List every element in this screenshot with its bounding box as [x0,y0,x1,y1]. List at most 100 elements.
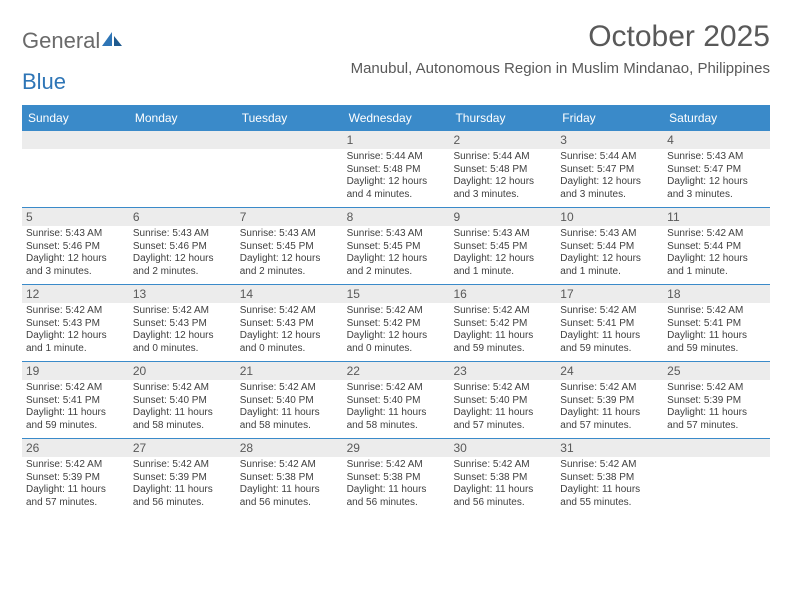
daylight-text: Daylight: 12 hours [240,253,339,266]
location-text: Manubul, Autonomous Region in Muslim Min… [351,60,770,77]
day-cell [129,131,236,207]
daylight-text: and 57 minutes. [667,420,766,433]
sunset-text: Sunset: 5:42 PM [453,318,552,331]
sunset-text: Sunset: 5:48 PM [453,164,552,177]
daylight-text: and 56 minutes. [453,497,552,510]
day-number: 30 [449,439,556,457]
brand-part2: Blue [22,69,66,95]
sunrise-text: Sunrise: 5:42 AM [453,305,552,318]
sunset-text: Sunset: 5:40 PM [347,395,446,408]
daylight-text: and 0 minutes. [240,343,339,356]
sunset-text: Sunset: 5:48 PM [347,164,446,177]
day-cell: 10Sunrise: 5:43 AMSunset: 5:44 PMDayligh… [556,208,663,284]
daylight-text: Daylight: 12 hours [667,176,766,189]
daylight-text: and 0 minutes. [133,343,232,356]
daylight-text: Daylight: 11 hours [26,407,125,420]
week-row: 1Sunrise: 5:44 AMSunset: 5:48 PMDaylight… [22,131,770,207]
sunrise-text: Sunrise: 5:42 AM [26,382,125,395]
day-cell: 24Sunrise: 5:42 AMSunset: 5:39 PMDayligh… [556,362,663,438]
daylight-text: Daylight: 11 hours [453,330,552,343]
sunset-text: Sunset: 5:45 PM [453,241,552,254]
brand-part1: General [22,28,100,54]
day-number: 25 [663,362,770,380]
day-number: 27 [129,439,236,457]
daylight-text: and 55 minutes. [560,497,659,510]
daylight-text: and 2 minutes. [133,266,232,279]
sunset-text: Sunset: 5:46 PM [26,241,125,254]
sunrise-text: Sunrise: 5:42 AM [667,228,766,241]
sunrise-text: Sunrise: 5:43 AM [453,228,552,241]
day-number: 4 [663,131,770,149]
day-number: 7 [236,208,343,226]
sunset-text: Sunset: 5:44 PM [667,241,766,254]
daylight-text: Daylight: 12 hours [453,253,552,266]
daylight-text: and 59 minutes. [453,343,552,356]
day-cell: 22Sunrise: 5:42 AMSunset: 5:40 PMDayligh… [343,362,450,438]
day-number: 16 [449,285,556,303]
sunrise-text: Sunrise: 5:42 AM [347,382,446,395]
daylight-text: Daylight: 11 hours [240,484,339,497]
day-cell: 29Sunrise: 5:42 AMSunset: 5:38 PMDayligh… [343,439,450,515]
sunrise-text: Sunrise: 5:42 AM [667,382,766,395]
daylight-text: Daylight: 12 hours [26,253,125,266]
day-number: 26 [22,439,129,457]
sunrise-text: Sunrise: 5:42 AM [347,459,446,472]
day-cell: 7Sunrise: 5:43 AMSunset: 5:45 PMDaylight… [236,208,343,284]
daylight-text: Daylight: 12 hours [347,176,446,189]
day-cell [663,439,770,515]
weekday-header: Friday [556,105,663,131]
daylight-text: Daylight: 11 hours [560,330,659,343]
daylight-text: and 2 minutes. [240,266,339,279]
calendar-grid: Sunday Monday Tuesday Wednesday Thursday… [22,105,770,515]
sunset-text: Sunset: 5:38 PM [240,472,339,485]
daylight-text: Daylight: 12 hours [133,330,232,343]
sunrise-text: Sunrise: 5:43 AM [347,228,446,241]
daylight-text: Daylight: 11 hours [26,484,125,497]
daylight-text: and 1 minute. [26,343,125,356]
title-block: October 2025 Manubul, Autonomous Region … [351,20,770,77]
sunset-text: Sunset: 5:47 PM [560,164,659,177]
day-number: 17 [556,285,663,303]
weekday-header: Saturday [663,105,770,131]
sunrise-text: Sunrise: 5:43 AM [667,151,766,164]
daylight-text: Daylight: 11 hours [347,484,446,497]
sunrise-text: Sunrise: 5:42 AM [560,459,659,472]
daylight-text: Daylight: 11 hours [453,407,552,420]
day-cell: 9Sunrise: 5:43 AMSunset: 5:45 PMDaylight… [449,208,556,284]
daylight-text: and 57 minutes. [26,497,125,510]
day-number: 24 [556,362,663,380]
day-cell: 31Sunrise: 5:42 AMSunset: 5:38 PMDayligh… [556,439,663,515]
sunrise-text: Sunrise: 5:43 AM [26,228,125,241]
weekday-header: Wednesday [343,105,450,131]
day-cell: 19Sunrise: 5:42 AMSunset: 5:41 PMDayligh… [22,362,129,438]
daylight-text: Daylight: 11 hours [453,484,552,497]
day-number: 10 [556,208,663,226]
day-number: 14 [236,285,343,303]
daylight-text: and 58 minutes. [240,420,339,433]
sunset-text: Sunset: 5:41 PM [26,395,125,408]
sunrise-text: Sunrise: 5:42 AM [26,305,125,318]
sunset-text: Sunset: 5:39 PM [667,395,766,408]
sunrise-text: Sunrise: 5:44 AM [453,151,552,164]
daylight-text: and 4 minutes. [347,189,446,202]
day-number: 21 [236,362,343,380]
brand-sail-icon [102,28,124,54]
day-number: 31 [556,439,663,457]
sunrise-text: Sunrise: 5:42 AM [133,305,232,318]
sunset-text: Sunset: 5:41 PM [560,318,659,331]
week-row: 5Sunrise: 5:43 AMSunset: 5:46 PMDaylight… [22,207,770,284]
daylight-text: and 57 minutes. [560,420,659,433]
day-number: 1 [343,131,450,149]
weekday-header: Monday [129,105,236,131]
sunset-text: Sunset: 5:46 PM [133,241,232,254]
day-number: 18 [663,285,770,303]
sunrise-text: Sunrise: 5:44 AM [560,151,659,164]
day-number: 29 [343,439,450,457]
sunrise-text: Sunrise: 5:43 AM [133,228,232,241]
daylight-text: and 56 minutes. [133,497,232,510]
sunset-text: Sunset: 5:45 PM [240,241,339,254]
day-cell: 20Sunrise: 5:42 AMSunset: 5:40 PMDayligh… [129,362,236,438]
day-cell: 14Sunrise: 5:42 AMSunset: 5:43 PMDayligh… [236,285,343,361]
day-number: 6 [129,208,236,226]
sunset-text: Sunset: 5:38 PM [560,472,659,485]
